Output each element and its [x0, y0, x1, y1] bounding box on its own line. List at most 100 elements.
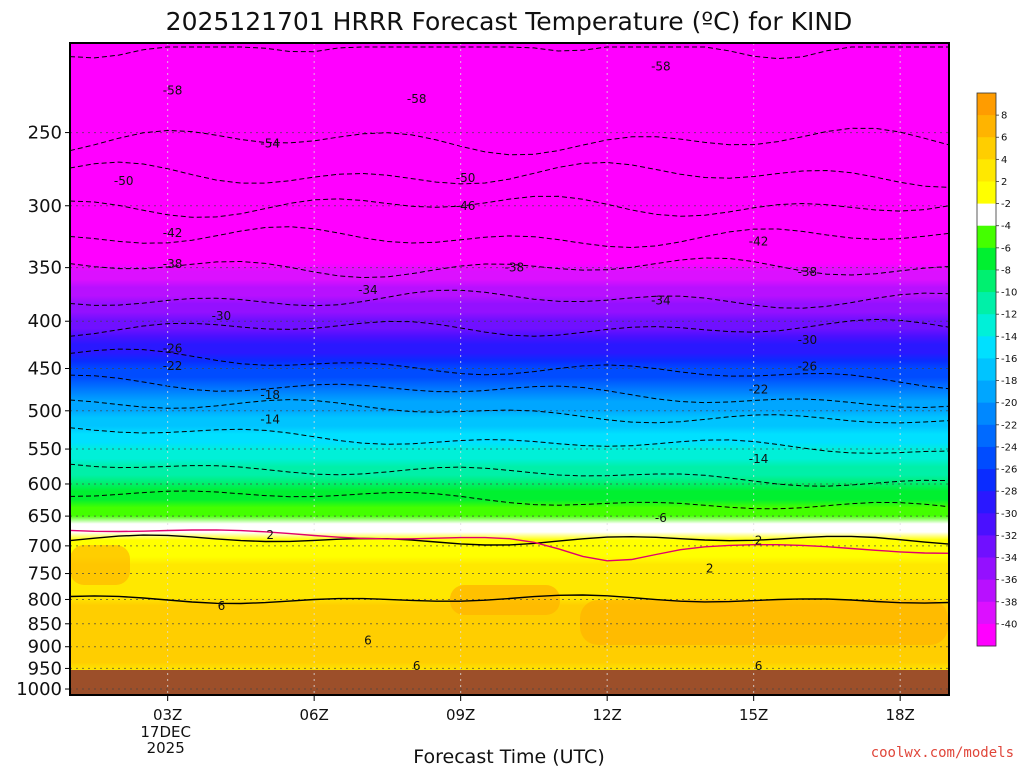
contour-label: -18	[260, 388, 280, 402]
contour-label: -54	[260, 137, 280, 151]
colorbar-label: -24	[1001, 442, 1017, 453]
colorbar-swatch	[977, 535, 996, 558]
isotherm-6	[70, 594, 949, 605]
y-tick-label: 350	[28, 258, 62, 279]
contour-label: -42	[749, 235, 769, 249]
colorbar-swatch	[977, 292, 996, 315]
colorbar-swatch	[977, 225, 996, 249]
x-tick-label: 12Z	[592, 706, 621, 724]
contour-label: -38	[505, 261, 525, 275]
contour-label: 2	[706, 562, 714, 576]
colorbar-label: -36	[1001, 575, 1017, 586]
colorbar-swatch	[977, 601, 996, 625]
contour-label: -38	[163, 257, 183, 271]
contour-label: -6	[655, 511, 667, 525]
colorbar-label: -32	[1001, 531, 1017, 542]
x-tick-label: 18Z	[885, 706, 914, 724]
y-tick-label: 250	[28, 123, 62, 144]
y-tick-label: 800	[28, 589, 62, 610]
y-axis: 2503003504004505005506006507007508008509…	[16, 123, 70, 700]
colorbar-label: -2	[1001, 199, 1011, 210]
contour-label: -26	[163, 341, 183, 355]
isotherm-2	[70, 534, 949, 546]
isotherm--38	[70, 257, 949, 279]
colorbar-label: -16	[1001, 354, 1017, 365]
colorbar-label: 2	[1001, 177, 1007, 188]
contour-label: -26	[798, 360, 818, 374]
contour-label: -14	[260, 413, 280, 427]
colorbar-swatch	[977, 446, 996, 470]
colorbar-swatch	[977, 314, 996, 337]
freezing-line	[70, 529, 949, 562]
contour-label: -58	[651, 59, 671, 73]
ground-below-surface	[70, 670, 949, 695]
colorbar-label: -38	[1001, 597, 1017, 608]
isotherm--58	[70, 46, 949, 60]
x-tick-date-label: 2025	[147, 739, 185, 757]
contour-label: 6	[364, 633, 372, 647]
colorbar-swatch	[977, 115, 996, 138]
grid-lines	[70, 43, 949, 695]
colorbar-swatch	[977, 579, 996, 603]
contour-label: 6	[755, 659, 763, 673]
colorbar-label: -18	[1001, 376, 1017, 387]
y-tick-label: 300	[28, 196, 62, 217]
isotherm--42	[70, 226, 949, 249]
warm-cell-left	[70, 545, 130, 585]
y-tick-label: 650	[28, 506, 62, 527]
isotherm-contours	[70, 46, 949, 605]
contour-label: -22	[163, 359, 183, 373]
contour-label: -14	[749, 452, 769, 466]
colorbar-label: 6	[1001, 133, 1007, 144]
isotherm--14	[70, 427, 949, 454]
contour-label: -22	[749, 382, 769, 396]
colorbar-label: -22	[1001, 420, 1017, 431]
isotherm--10	[70, 463, 949, 487]
contour-label: -50	[114, 174, 134, 188]
isotherm--30	[70, 318, 949, 337]
colorbar-label: -34	[1001, 553, 1017, 564]
isotherm--34	[70, 289, 949, 309]
plot-area: -58 -58 -58 -54 -50 -50 -46 -42 -42 -38 -38 -38 -34 -…	[70, 43, 949, 695]
isotherm--26	[70, 348, 949, 390]
colorbar-label: -4	[1001, 221, 1011, 232]
colorbar-swatch	[977, 424, 996, 448]
colorbar-swatch	[977, 269, 996, 293]
y-tick-label: 950	[28, 658, 62, 679]
y-tick-label: 1000	[16, 679, 62, 700]
contour-label: -30	[798, 333, 818, 347]
colorbar-label: -26	[1001, 465, 1017, 476]
y-tick-label: 550	[28, 439, 62, 460]
colorbar-label: 4	[1001, 155, 1007, 166]
contour-label: 6	[218, 599, 226, 613]
credit-text: coolwx.com/models	[871, 745, 1014, 761]
contour-label: -46	[456, 199, 476, 213]
isotherm--6	[70, 490, 949, 510]
colorbar-label: -10	[1001, 288, 1017, 299]
colorbar-swatch	[977, 491, 996, 514]
colorbar-swatch	[977, 358, 996, 381]
colorbar-swatch	[977, 513, 996, 536]
chart-title: 2025121701 HRRR Forecast Temperature (ºC…	[166, 7, 853, 36]
contour-label: 6	[413, 659, 421, 673]
warm-cell-upper	[450, 585, 560, 615]
colorbar-label: -28	[1001, 487, 1017, 498]
colorbar-label: -40	[1001, 619, 1017, 630]
y-tick-label: 850	[28, 614, 62, 635]
y-tick-label: 700	[28, 536, 62, 557]
y-tick-label: 400	[28, 311, 62, 332]
colorbar: 8 6 4 2 -2 -4 -6 -8 -10 -12 -14 -16 -18 -20 -22 -24 -26 -…	[976, 92, 1017, 647]
colorbar-swatch	[977, 159, 996, 182]
contour-label: -50	[456, 171, 476, 185]
contour-label: -30	[212, 309, 232, 323]
contour-labels: -58 -58 -58 -54 -50 -50 -46 -42 -42 -38 -38 -38 -34 -…	[114, 59, 817, 673]
isotherm--50	[70, 161, 949, 188]
colorbar-swatch	[977, 181, 996, 204]
warm-cell-lower	[580, 600, 948, 645]
colorbar-swatch	[977, 402, 996, 426]
contour-label: -38	[798, 265, 818, 279]
colorbar-label: -14	[1001, 332, 1017, 343]
y-tick-label: 750	[28, 564, 62, 585]
